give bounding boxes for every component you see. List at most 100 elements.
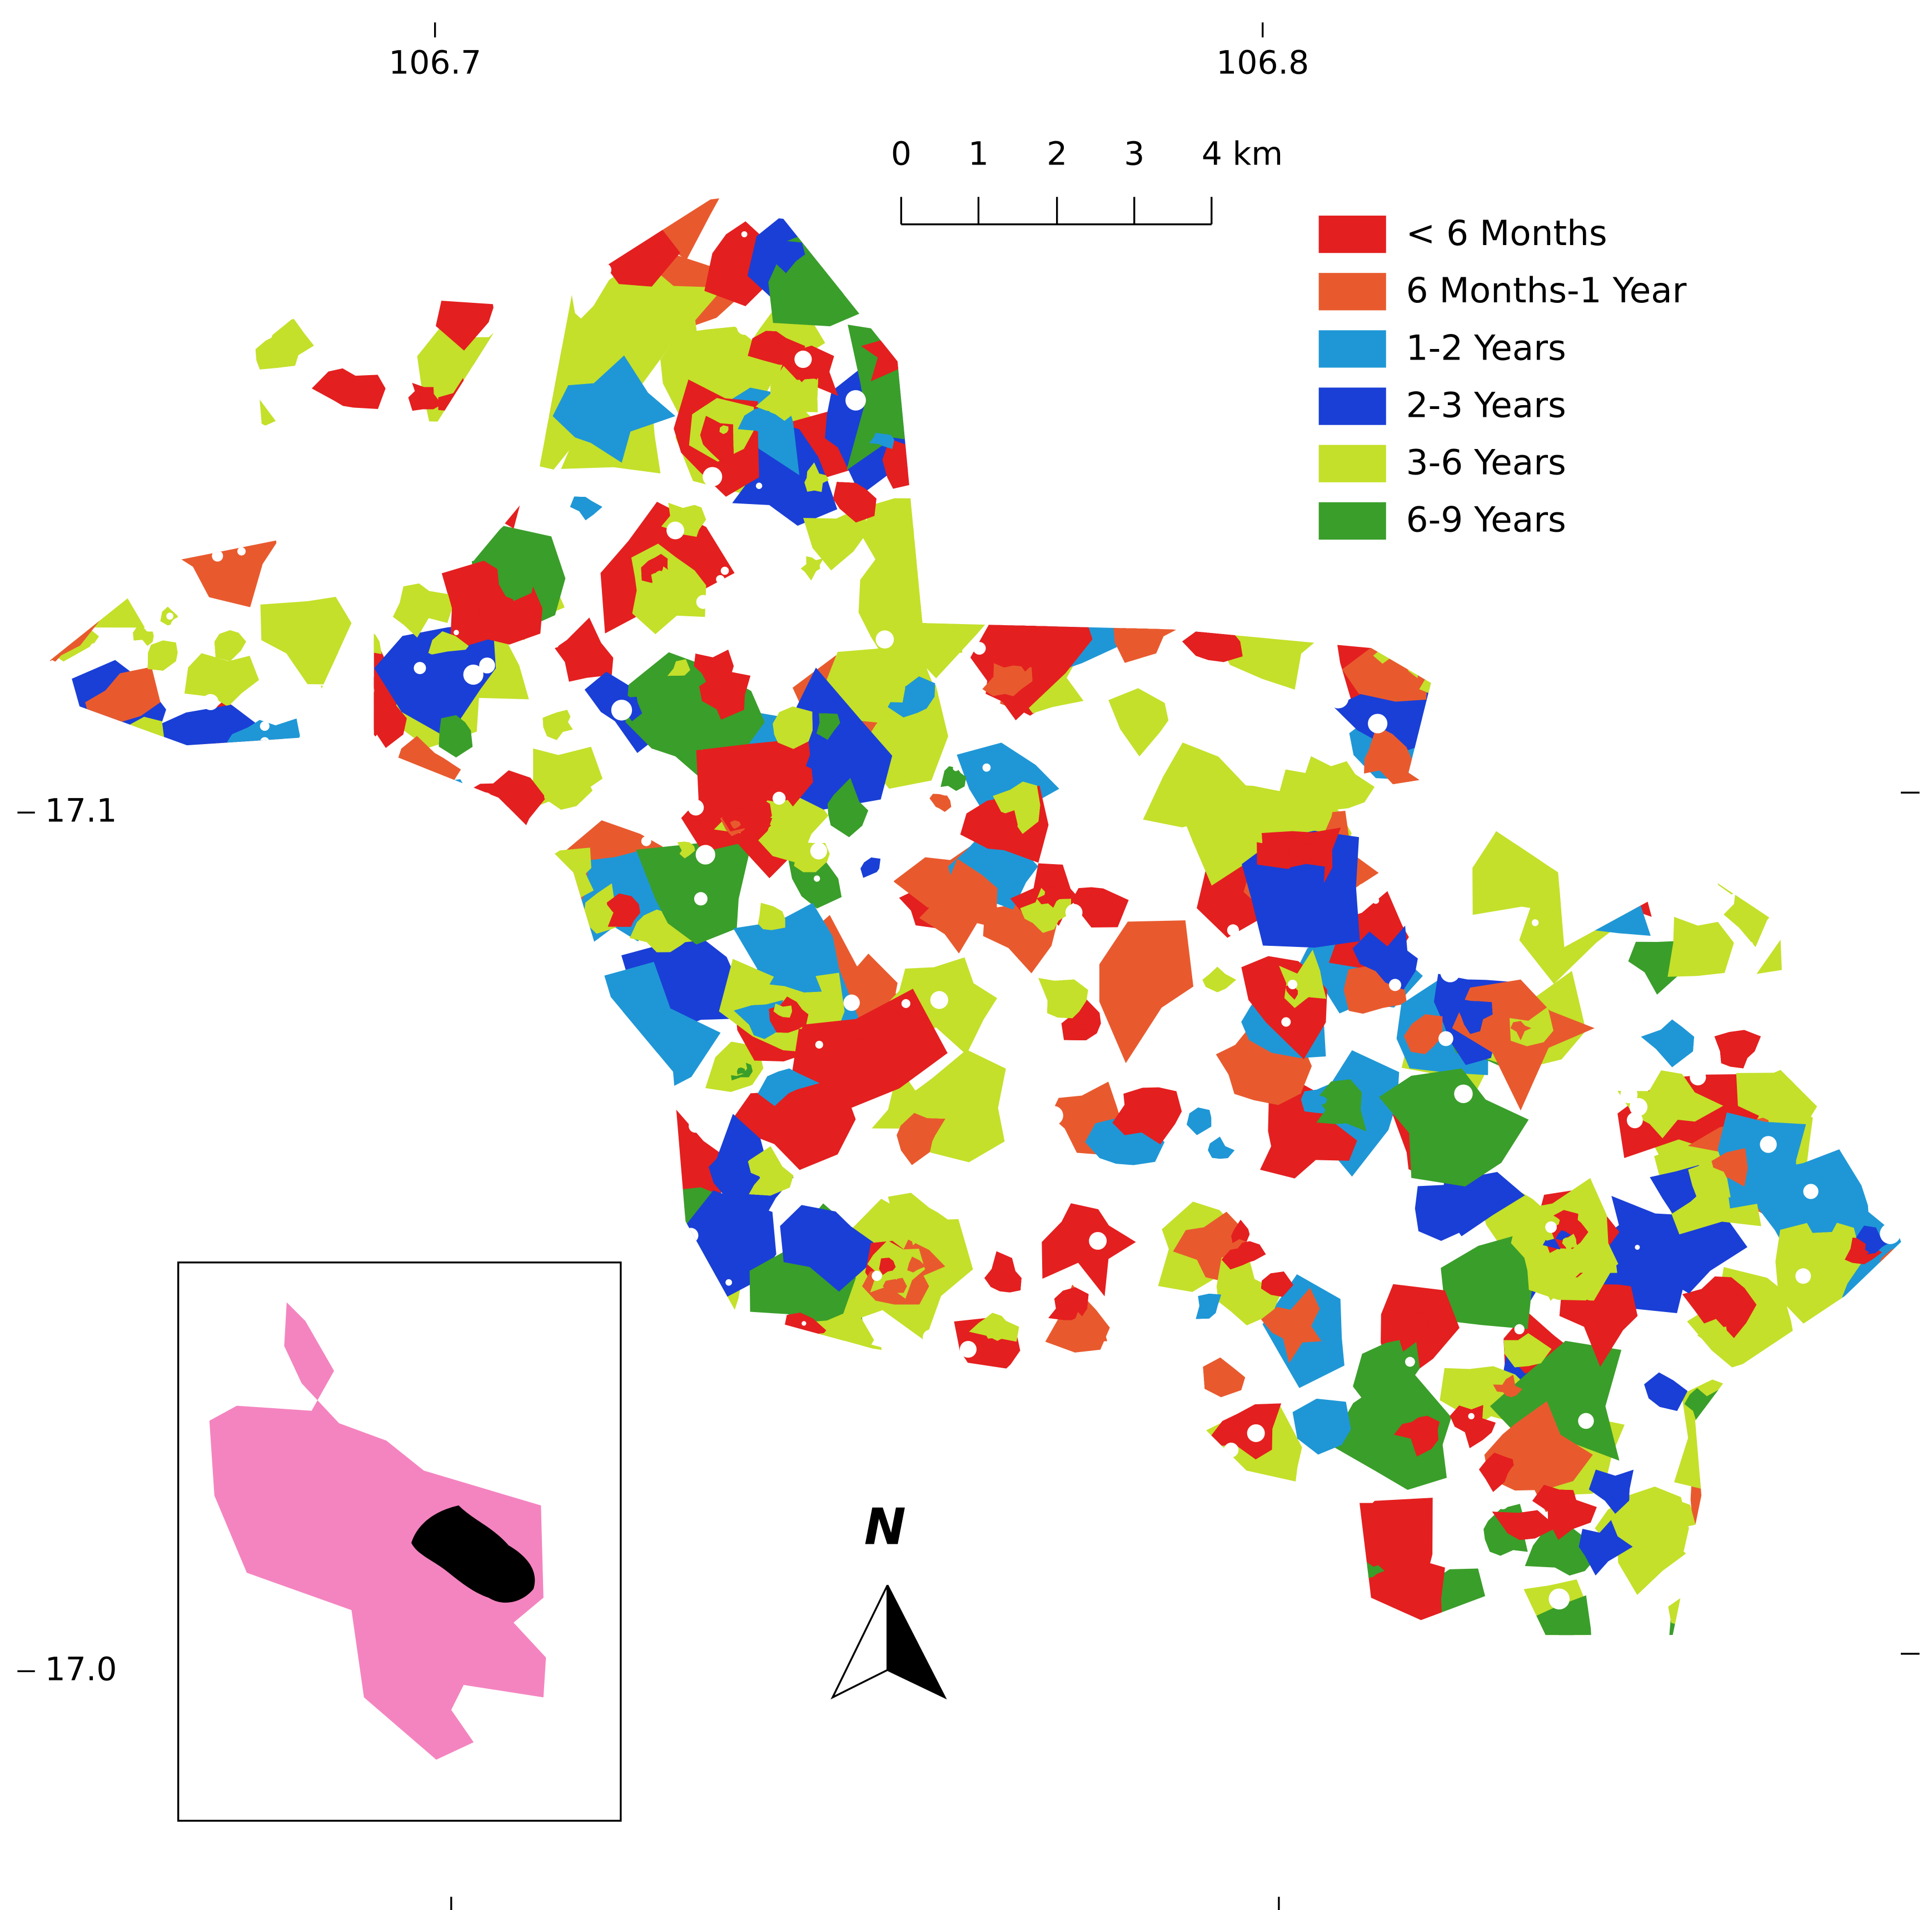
land-patch	[122, 1240, 137, 1253]
land-patch	[84, 1299, 130, 1368]
land-patch	[252, 1013, 349, 1100]
gap	[1217, 423, 1223, 429]
land-patch	[1167, 242, 1178, 252]
land-patch	[1734, 721, 1767, 751]
land-patch	[49, 1513, 83, 1576]
land-patch	[209, 193, 228, 201]
land-patch	[1030, 208, 1044, 222]
land-patch	[1709, 1332, 1720, 1340]
land-patch	[49, 1530, 67, 1553]
land-patch	[1864, 1042, 1873, 1049]
land-patch	[1656, 535, 1792, 636]
land-patch	[975, 270, 997, 295]
land-patch	[726, 1470, 774, 1520]
land-patch	[1069, 361, 1089, 378]
land-patch	[109, 1230, 151, 1263]
land-patch	[811, 473, 821, 485]
land-patch	[285, 761, 321, 811]
land-patch	[64, 1622, 89, 1635]
land-patch	[139, 1216, 160, 1231]
land-patch	[1388, 664, 1401, 674]
land-patch	[1533, 784, 1545, 792]
land-patch	[158, 368, 182, 387]
land-patch	[1385, 582, 1426, 615]
land-patch	[516, 1149, 544, 1169]
land-patch	[542, 1159, 550, 1168]
land-patch	[1824, 1538, 1849, 1560]
land-patch	[1556, 674, 1565, 681]
land-patch	[1590, 877, 1626, 913]
land-patch	[471, 1102, 490, 1116]
land-patch	[161, 968, 270, 1049]
land-patch	[1247, 515, 1271, 539]
land-patch	[1618, 397, 1630, 406]
land-patch	[158, 368, 182, 387]
land-patch	[519, 885, 537, 896]
gap	[688, 799, 704, 816]
gap	[140, 779, 147, 786]
gap	[756, 1402, 765, 1410]
land-patch	[1674, 451, 1764, 530]
land-patch	[49, 373, 54, 394]
gap	[930, 991, 949, 1009]
land-patch	[218, 780, 227, 788]
land-patch	[377, 864, 392, 888]
land-patch	[247, 1155, 262, 1178]
land-patch	[1665, 350, 1684, 366]
land-patch	[1636, 1545, 1660, 1568]
land-patch	[1613, 727, 1651, 774]
land-patch	[947, 258, 966, 285]
land-patch	[1390, 411, 1400, 420]
land-patch	[519, 885, 537, 896]
land-patch	[411, 1183, 440, 1216]
gap	[433, 1221, 440, 1228]
land-patch	[1844, 956, 1874, 982]
land-patch	[1840, 423, 1851, 431]
land-patch	[437, 468, 487, 502]
land-patch	[1147, 276, 1178, 308]
land-patch	[49, 373, 54, 394]
land-patch	[1266, 1594, 1312, 1635]
land-patch	[1838, 1338, 1856, 1357]
land-patch	[1125, 467, 1135, 481]
land-patch	[234, 767, 318, 862]
land-patch	[1008, 796, 1026, 816]
land-patch	[617, 1461, 659, 1494]
land-patch	[1644, 627, 1665, 657]
land-patch	[1823, 885, 1841, 900]
land-patch	[1697, 389, 1712, 401]
gap	[724, 1371, 744, 1392]
land-patch	[1060, 259, 1107, 316]
land-patch	[1069, 361, 1089, 378]
land-patch	[1568, 845, 1576, 855]
land-patch	[936, 798, 945, 805]
land-patch	[374, 193, 395, 200]
land-patch	[290, 1040, 328, 1075]
land-patch	[393, 995, 402, 1003]
gap	[412, 567, 421, 576]
land-patch	[1508, 760, 1520, 770]
land-patch	[1820, 455, 1848, 482]
land-patch	[58, 970, 75, 989]
land-patch	[1116, 455, 1143, 494]
scale-label: 4 km	[1202, 134, 1283, 172]
land-patch	[1029, 577, 1078, 624]
land-patch	[1775, 1553, 1857, 1635]
land-patch	[1741, 418, 1793, 467]
land-patch	[1814, 1393, 1829, 1405]
land-patch	[371, 710, 391, 729]
gap	[83, 885, 100, 902]
land-patch	[51, 486, 71, 506]
land-patch	[63, 427, 105, 451]
land-patch	[55, 472, 116, 515]
land-patch	[1851, 1029, 1910, 1074]
land-patch	[985, 1321, 1004, 1333]
land-patch	[1069, 1493, 1088, 1515]
land-patch	[1674, 400, 1733, 456]
land-patch	[1102, 213, 1156, 263]
land-patch	[354, 240, 404, 277]
land-patch	[1590, 867, 1611, 885]
land-patch	[419, 390, 431, 400]
land-patch	[1057, 1423, 1091, 1462]
land-patch	[1069, 1493, 1088, 1515]
